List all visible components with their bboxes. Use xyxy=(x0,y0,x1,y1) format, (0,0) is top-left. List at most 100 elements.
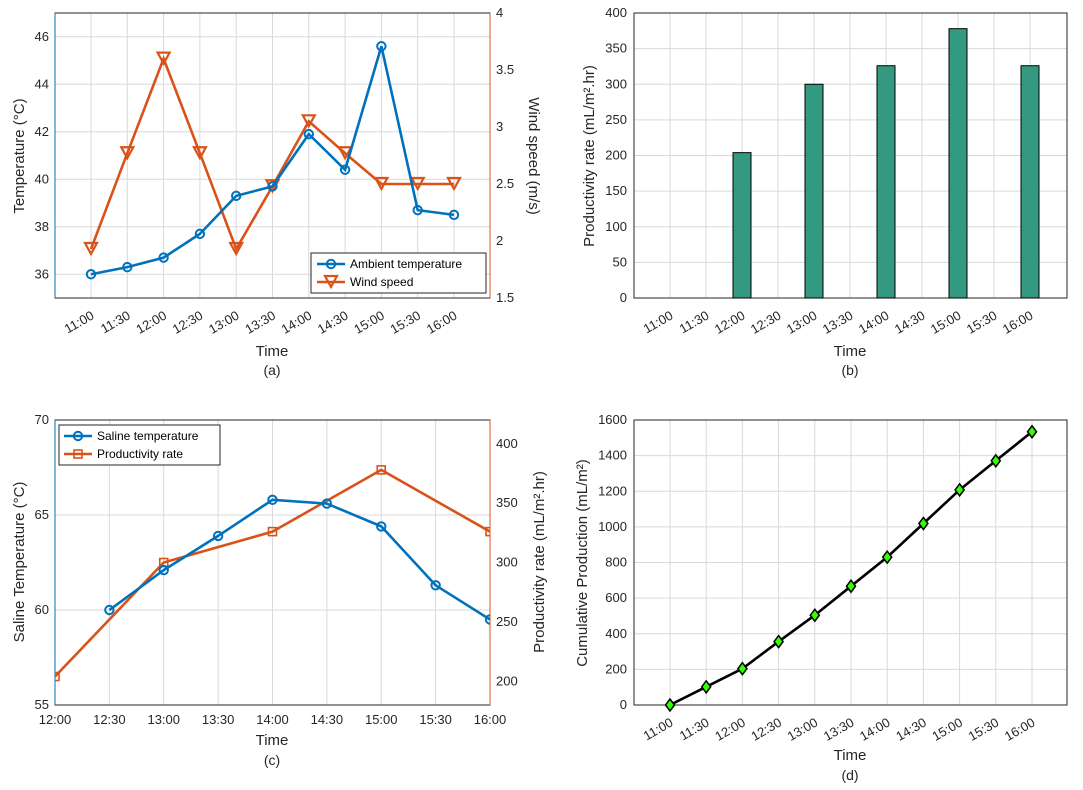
a-ytick-label: 44 xyxy=(35,76,49,91)
a-wind-point xyxy=(337,146,353,161)
d-xtick-label: 13:00 xyxy=(785,715,821,744)
a-temp-marker xyxy=(122,261,133,273)
d-cum-marker xyxy=(809,607,821,623)
c-saline-point xyxy=(104,604,115,616)
a-temp-marker xyxy=(303,128,314,140)
d-ytick-label: 1400 xyxy=(598,448,627,463)
a-wind-marker xyxy=(446,176,462,192)
c-y2label: Productivity rate (mL/m².hr) xyxy=(531,471,548,653)
c-xlabel: Time xyxy=(256,732,289,749)
d-xlabel: Time xyxy=(834,747,867,764)
a-temp-point xyxy=(339,164,351,175)
c-caption: (c) xyxy=(264,752,280,768)
c-prod-line xyxy=(55,468,490,678)
b-bar xyxy=(732,152,752,299)
d-cum-marker xyxy=(954,482,966,498)
b-bar xyxy=(1020,65,1040,299)
c-saline-marker xyxy=(484,614,490,625)
a-y2tick-label: 2 xyxy=(496,233,503,248)
d-ylabel: Cumulative Production (mL/m²) xyxy=(574,459,591,667)
c-xtick-label: 15:00 xyxy=(365,712,398,727)
a-legend-marker-wind xyxy=(323,274,339,290)
a-legend-label-temp: Ambient temperature xyxy=(350,257,462,271)
d-xtick-label: 11:30 xyxy=(677,715,712,744)
a-wind-marker xyxy=(119,146,136,161)
d-cum-marker xyxy=(990,453,1002,469)
d-cum-point xyxy=(954,482,966,498)
c-y2tick-label: 300 xyxy=(496,555,518,570)
c-xtick-label: 14:00 xyxy=(256,712,289,727)
a-wind-marker xyxy=(337,146,353,161)
a-wind-point xyxy=(83,241,99,257)
d-cum-marker xyxy=(1026,424,1038,440)
a-xtick-label: 15:00 xyxy=(351,308,387,337)
a-temp-marker xyxy=(412,204,423,216)
c-xtick-label: 13:00 xyxy=(147,712,180,727)
c-saline-point xyxy=(321,498,333,509)
a-wind-marker xyxy=(228,241,245,257)
d-xtick-label: 12:30 xyxy=(748,715,784,744)
c-series-group xyxy=(55,465,490,682)
d-ytick-label: 1600 xyxy=(598,412,627,427)
c-xtick-label: 15:30 xyxy=(419,712,452,727)
b-plot-frame xyxy=(633,12,1068,299)
c-saline-marker xyxy=(212,530,224,542)
b-xtick-label: 15:30 xyxy=(964,308,1000,337)
a-wind-point xyxy=(192,146,208,161)
b-bar xyxy=(876,65,896,299)
d-ytick-label: 200 xyxy=(605,661,627,676)
c-legend-box xyxy=(58,424,221,466)
b-ytick-label: 150 xyxy=(605,183,627,198)
c-saline-marker xyxy=(321,498,333,509)
c-y2tick-label: 200 xyxy=(496,673,518,688)
a-xlabel: Time xyxy=(256,343,289,360)
d-cum-point xyxy=(990,453,1002,469)
a-temp-point xyxy=(194,228,206,240)
d-ytick-label: 600 xyxy=(605,590,627,605)
d-cum-marker xyxy=(773,634,785,649)
c-legend: Saline temperature Productivity rate xyxy=(58,424,221,466)
d-xtick-label: 12:00 xyxy=(712,715,748,744)
d-plot-frame xyxy=(633,419,1068,706)
a-ylabel: Temperature (°C) xyxy=(11,98,28,213)
a-xtick-label: 11:00 xyxy=(62,308,97,337)
a-wind-marker xyxy=(155,51,172,66)
d-xtick-label: 16:00 xyxy=(1002,715,1038,744)
c-prod-point xyxy=(376,465,387,475)
a-temp-point xyxy=(412,204,423,216)
a-temp-point xyxy=(303,128,314,140)
c-y2tick-label: 400 xyxy=(496,436,518,451)
b-xtick-label: 13:00 xyxy=(784,308,820,337)
b-xtick-label: 14:30 xyxy=(892,308,928,337)
a-xtick-label: 12:30 xyxy=(170,308,206,337)
b-xtick-label: 13:30 xyxy=(820,308,856,337)
d-cum-marker xyxy=(700,679,712,695)
b-xtick-label: 12:00 xyxy=(712,308,748,337)
c-saline-line xyxy=(108,498,490,621)
c-saline-point xyxy=(430,580,441,591)
a-wind-point xyxy=(373,176,390,192)
d-xtick-label: 11:00 xyxy=(641,715,676,744)
c-saline-marker xyxy=(430,580,441,591)
a-temp-point xyxy=(267,181,278,192)
a-temp-point xyxy=(231,190,242,202)
a-wind-marker xyxy=(192,146,208,161)
a-ytick-label: 38 xyxy=(35,219,49,234)
b-ytick-label: 200 xyxy=(605,148,627,163)
c-legend-label-prod: Productivity rate xyxy=(97,447,183,461)
a-legend-label-wind: Wind speed xyxy=(350,275,413,289)
d-cum-point xyxy=(881,549,893,565)
d-cum-marker xyxy=(664,697,676,713)
c-prod-marker xyxy=(485,526,490,537)
a-xtick-label: 14:30 xyxy=(315,308,351,337)
a-wind-point xyxy=(155,51,172,66)
d-cum-marker xyxy=(881,549,893,565)
c-saline-marker xyxy=(376,521,387,532)
c-ylabel: Saline Temperature (°C) xyxy=(11,482,28,643)
b-xlabel: Time xyxy=(834,343,867,360)
d-cum-marker xyxy=(917,516,929,531)
panel-c: 55 60 65 70 200 250 300 350 400 12:00 12:30 13:00 13… xyxy=(11,412,548,768)
c-saline-point xyxy=(376,521,387,532)
c-prod-point xyxy=(55,671,60,682)
